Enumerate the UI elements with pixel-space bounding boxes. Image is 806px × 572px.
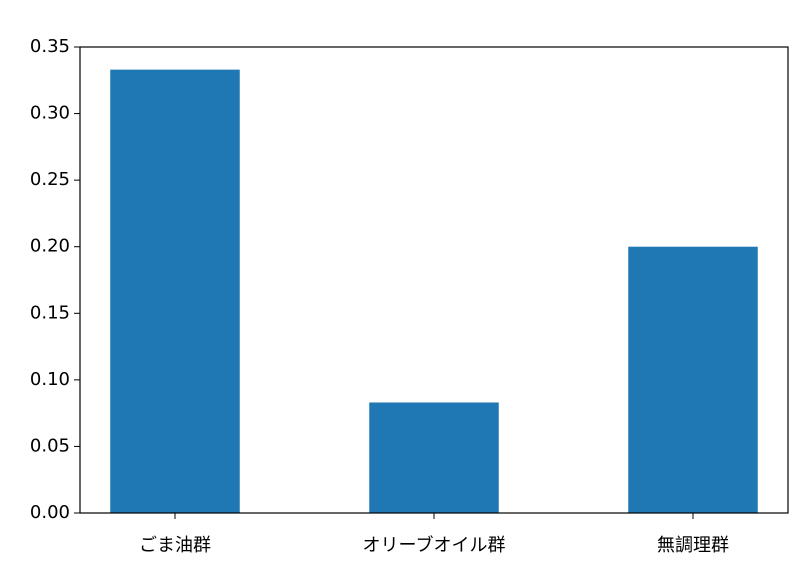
y-tick-label: 0.35 <box>30 36 70 57</box>
axes-frame <box>79 46 789 514</box>
bar <box>110 69 240 514</box>
y-tick-label: 0.30 <box>30 103 70 124</box>
y-tick-label: 0.20 <box>30 236 70 257</box>
x-tick-label: オリーブオイル群 <box>363 534 506 556</box>
y-tick-label: 0.10 <box>30 369 70 390</box>
y-tick-label: 0.05 <box>30 435 70 456</box>
y-tick-label: 0.15 <box>30 302 70 323</box>
x-tick-label: 無調理群 <box>657 535 729 556</box>
x-tick-label: ごま油群 <box>139 535 211 556</box>
bar <box>369 402 499 513</box>
y-tick-label: 0.00 <box>30 502 70 523</box>
bar <box>628 246 758 513</box>
y-tick-label: 0.25 <box>30 169 70 190</box>
